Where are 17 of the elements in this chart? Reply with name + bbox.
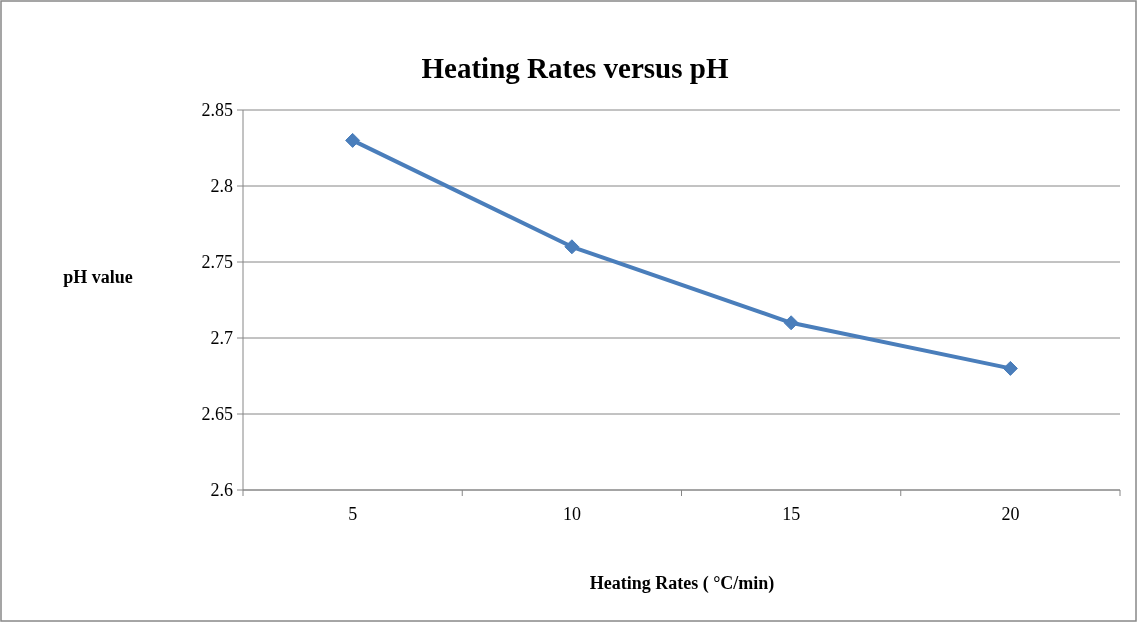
x-tick-label: 10 [562, 504, 581, 524]
y-tick-label: 2.8 [210, 176, 233, 197]
y-tick-label: 2.7 [210, 328, 233, 349]
x-axis-title: Heating Rates ( °C/min) [589, 573, 775, 594]
chart-title: Heating Rates versus pH [421, 52, 729, 84]
y-tick-label: 2.6 [210, 480, 233, 501]
point [345, 132, 361, 148]
x-tick-label: 15 [782, 504, 801, 524]
point [564, 239, 580, 255]
y-axis-title: pH value [63, 267, 133, 287]
y-tick-label: 2.85 [201, 100, 233, 121]
x-tick-label: 5 [348, 504, 358, 524]
y-tick-label: 2.75 [201, 252, 233, 273]
x-tick-label: 20 [1001, 504, 1020, 524]
point [783, 315, 799, 331]
y-tick-label: 2.65 [201, 404, 233, 425]
point [1002, 360, 1018, 376]
